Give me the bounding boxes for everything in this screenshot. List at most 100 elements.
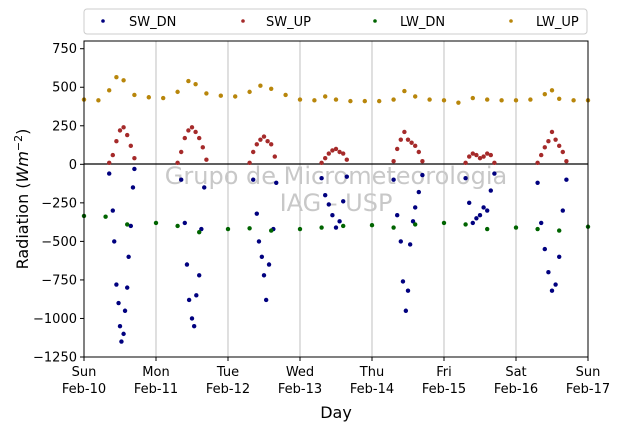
point-sw-dn (194, 293, 199, 298)
point-sw-up (416, 149, 421, 155)
point-sw-up (492, 160, 497, 165)
point-sw-up (409, 140, 414, 145)
point-sw-dn (202, 185, 207, 190)
point-lw-dn (197, 229, 202, 235)
point-sw-up (488, 152, 493, 158)
point-sw-dn (125, 285, 130, 290)
x-tick-label-day: Tue (216, 365, 239, 380)
point-sw-dn (122, 308, 128, 313)
point-sw-up (474, 152, 479, 158)
point-sw-dn (319, 175, 324, 181)
point-lw-up (513, 98, 519, 103)
point-sw-up (333, 146, 339, 152)
point-sw-dn (259, 254, 265, 259)
y-axis-title-main: Radiation ( (13, 182, 32, 269)
point-lw-dn (175, 223, 180, 229)
point-lw-dn (413, 222, 418, 227)
point-lw-up (175, 89, 180, 95)
point-sw-up (463, 160, 468, 165)
point-lw-up (283, 92, 288, 98)
y-axis-ticks: 750 500 250 0 −250 −500 −750 −1000 −1250 (33, 42, 84, 366)
point-lw-up (269, 86, 274, 91)
point-sw-dn (263, 297, 269, 303)
point-lw-dn (341, 223, 346, 229)
point-sw-dn (261, 273, 267, 278)
point-sw-up (121, 125, 126, 130)
point-sw-up (323, 155, 328, 161)
point-sw-up (549, 129, 555, 135)
point-sw-dn (191, 323, 197, 329)
point-sw-up (405, 137, 411, 142)
point-sw-up (117, 128, 123, 133)
y-tick-label: 500 (52, 81, 77, 96)
point-sw-dn (410, 219, 416, 224)
point-lw-dn (125, 222, 130, 227)
x-tick-label-date: Feb-12 (206, 382, 250, 397)
point-sw-up (564, 159, 569, 164)
x-tick-label-date: Feb-10 (62, 382, 106, 397)
point-sw-dn (407, 242, 413, 247)
point-sw-up (341, 151, 346, 156)
point-sw-up (337, 149, 342, 155)
point-sw-up (265, 139, 270, 144)
point-sw-dn (341, 199, 346, 204)
point-sw-dn (467, 200, 472, 206)
y-tick-label: −1250 (33, 351, 77, 366)
point-sw-dn (184, 262, 190, 267)
point-sw-dn (391, 177, 396, 182)
point-sw-dn (492, 171, 497, 176)
point-sw-dn (199, 226, 204, 232)
point-sw-up (125, 132, 130, 138)
point-sw-up (485, 151, 490, 156)
point-sw-dn (557, 254, 562, 259)
legend-box (83, 8, 588, 35)
series-lw-up (81, 75, 591, 105)
point-lw-dn (557, 228, 562, 233)
point-sw-up (107, 160, 112, 165)
x-tick-label-day: Sat (505, 365, 526, 380)
point-lw-dn (247, 226, 252, 231)
point-lw-up (96, 98, 101, 103)
point-sw-up (197, 135, 202, 141)
point-sw-dn (488, 188, 493, 193)
point-sw-dn (114, 282, 119, 287)
point-sw-dn (274, 180, 279, 186)
x-tick-label-day: Mon (142, 365, 169, 380)
y-axis-title-close: ) (13, 129, 32, 135)
point-sw-dn (564, 177, 569, 182)
point-sw-dn (179, 177, 184, 182)
point-sw-up (467, 154, 472, 159)
point-lw-up (362, 98, 367, 104)
point-sw-dn (256, 239, 262, 244)
y-tick-label: −1000 (33, 312, 77, 327)
point-lw-dn (369, 223, 375, 228)
point-sw-dn (474, 216, 479, 221)
point-sw-dn (186, 297, 192, 303)
point-sw-dn (251, 177, 256, 182)
point-lw-dn (441, 220, 447, 226)
y-tick-label: 250 (52, 119, 77, 134)
point-lw-up (333, 97, 339, 102)
point-sw-dn (463, 175, 468, 181)
point-sw-dn (542, 246, 547, 252)
point-lw-up (247, 89, 252, 95)
point-sw-up (132, 155, 137, 161)
legend-marker-lw-up (509, 19, 513, 23)
point-sw-dn (413, 205, 418, 210)
series-sw-dn (107, 166, 569, 344)
point-lw-up (107, 88, 112, 93)
legend-marker-sw-dn (101, 19, 105, 23)
legend: SW_DN SW_UP LW_DN LW_UP (83, 8, 588, 35)
point-sw-up (420, 159, 425, 164)
point-lw-dn (269, 228, 274, 233)
point-lw-dn (297, 226, 303, 232)
point-sw-dn (323, 192, 328, 198)
point-lw-up (218, 93, 223, 98)
point-sw-up (186, 128, 191, 133)
point-lw-up (348, 98, 353, 104)
point-sw-dn (553, 282, 558, 287)
y-axis-title-exponent: −2 (12, 135, 25, 151)
point-sw-dn (344, 174, 349, 179)
x-axis-ticks: Sun Feb-10 Mon Feb-11 Tue Feb-12 Wed Feb-13 Thu F… (62, 357, 610, 397)
